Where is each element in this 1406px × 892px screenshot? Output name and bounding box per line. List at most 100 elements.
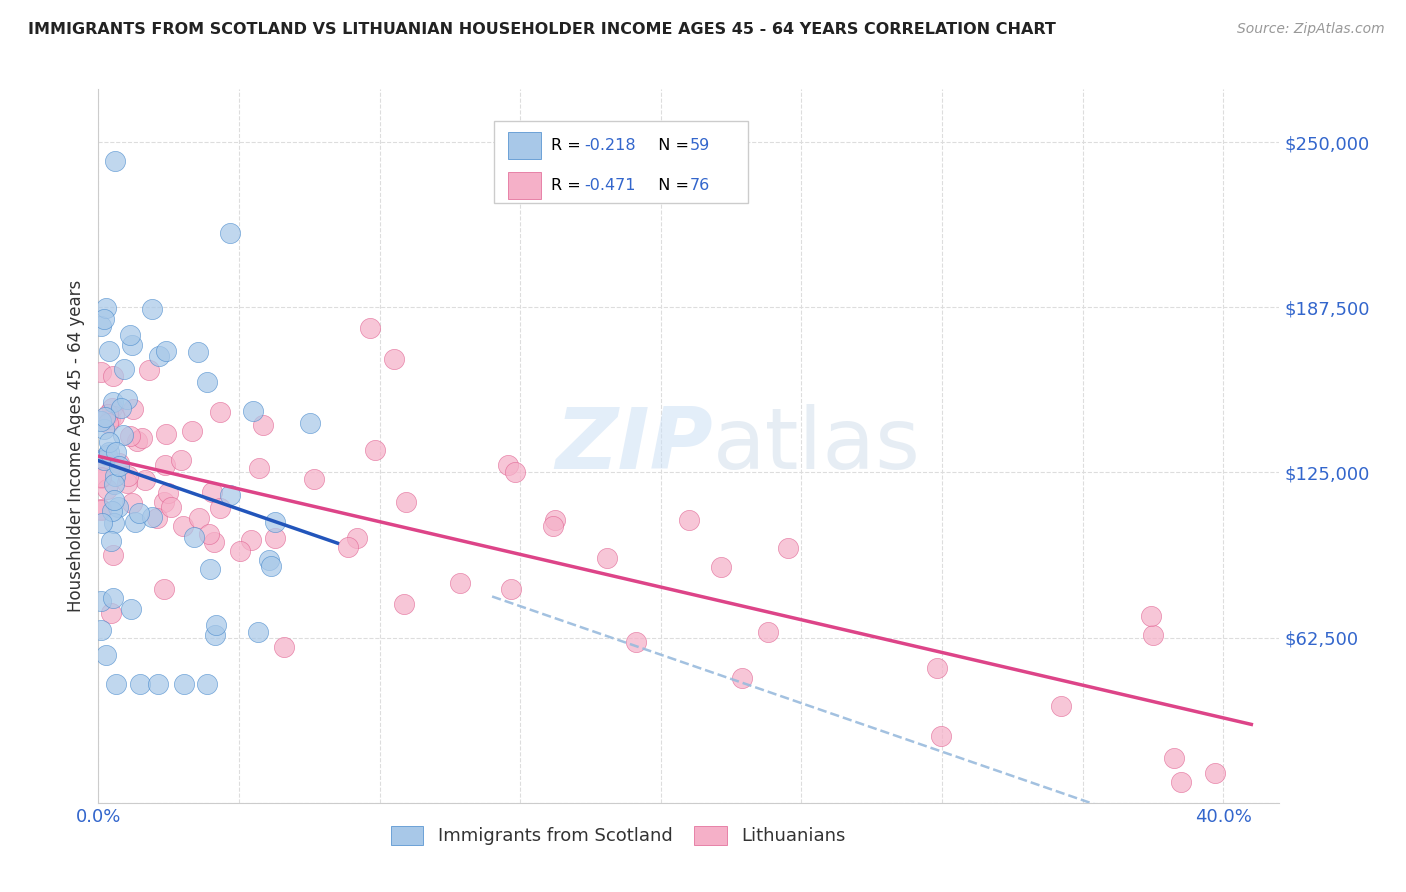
Immigrants from Scotland [155, 344, 177, 359]
Immigrants from Scotland [93, 422, 115, 436]
Text: atlas: atlas [713, 404, 921, 488]
Lithuanians [505, 465, 527, 479]
Immigrants from Scotland [100, 534, 122, 549]
Text: Source: ZipAtlas.com: Source: ZipAtlas.com [1237, 22, 1385, 37]
Lithuanians [100, 412, 122, 426]
Lithuanians [155, 427, 177, 442]
Lithuanians [202, 534, 225, 549]
Text: ZIP: ZIP [555, 404, 713, 488]
Immigrants from Scotland [198, 562, 221, 576]
Immigrants from Scotland [96, 448, 118, 462]
Text: 59: 59 [690, 138, 710, 153]
Lithuanians [208, 501, 231, 516]
Lithuanians [103, 368, 125, 383]
Lithuanians [1170, 774, 1192, 789]
Lithuanians [181, 424, 204, 438]
Immigrants from Scotland [148, 677, 170, 691]
Immigrants from Scotland [104, 445, 127, 459]
Immigrants from Scotland [218, 488, 240, 502]
Immigrants from Scotland [101, 395, 124, 409]
Lithuanians [90, 501, 112, 516]
Lithuanians [336, 540, 359, 554]
Lithuanians [97, 407, 120, 421]
Text: N =: N = [648, 138, 693, 153]
Immigrants from Scotland [173, 677, 195, 691]
Immigrants from Scotland [94, 648, 117, 662]
Lithuanians [931, 730, 953, 744]
Lithuanians [541, 519, 564, 533]
FancyBboxPatch shape [508, 132, 541, 160]
Lithuanians [624, 634, 647, 648]
Lithuanians [90, 469, 112, 483]
Immigrants from Scotland [204, 627, 226, 641]
Lithuanians [544, 513, 567, 527]
Lithuanians [359, 320, 381, 334]
Lithuanians [392, 597, 415, 611]
Lithuanians [756, 624, 779, 639]
Lithuanians [346, 531, 368, 545]
Immigrants from Scotland [101, 591, 124, 605]
Lithuanians [117, 469, 139, 483]
Lithuanians [596, 551, 619, 566]
Immigrants from Scotland [141, 302, 163, 317]
Immigrants from Scotland [90, 319, 112, 334]
Lithuanians [239, 533, 262, 547]
Lithuanians [172, 519, 194, 533]
Lithuanians [96, 482, 118, 496]
FancyBboxPatch shape [494, 121, 748, 203]
Lithuanians [101, 549, 124, 563]
Immigrants from Scotland [124, 516, 146, 530]
Text: IMMIGRANTS FROM SCOTLAND VS LITHUANIAN HOUSEHOLDER INCOME AGES 45 - 64 YEARS COR: IMMIGRANTS FROM SCOTLAND VS LITHUANIAN H… [28, 22, 1056, 37]
Lithuanians [90, 502, 112, 516]
Lithuanians [363, 443, 385, 458]
Immigrants from Scotland [205, 618, 228, 632]
Lithuanians [201, 484, 224, 499]
Immigrants from Scotland [242, 404, 264, 418]
Immigrants from Scotland [246, 624, 269, 639]
Lithuanians [778, 541, 800, 556]
Lithuanians [153, 458, 176, 473]
Lithuanians [208, 405, 231, 419]
Text: 76: 76 [690, 178, 710, 193]
Immigrants from Scotland [103, 493, 125, 508]
Lithuanians [100, 606, 122, 620]
Lithuanians [90, 365, 112, 379]
Lithuanians [264, 531, 287, 545]
Lithuanians [107, 456, 129, 470]
Text: -0.471: -0.471 [583, 178, 636, 193]
Lithuanians [153, 582, 176, 596]
Immigrants from Scotland [107, 500, 129, 514]
Lithuanians [1204, 766, 1226, 780]
Lithuanians [198, 527, 221, 541]
Immigrants from Scotland [110, 401, 132, 415]
Immigrants from Scotland [103, 516, 125, 530]
Lithuanians [131, 431, 153, 445]
Lithuanians [498, 458, 520, 472]
Lithuanians [449, 575, 471, 590]
Lithuanians [247, 461, 270, 475]
FancyBboxPatch shape [508, 172, 541, 199]
Immigrants from Scotland [141, 510, 163, 524]
Legend: Immigrants from Scotland, Lithuanians: Immigrants from Scotland, Lithuanians [381, 817, 855, 855]
Immigrants from Scotland [195, 376, 218, 390]
Immigrants from Scotland [183, 530, 205, 544]
Lithuanians [101, 401, 124, 416]
Lithuanians [157, 485, 180, 500]
Immigrants from Scotland [94, 301, 117, 316]
Immigrants from Scotland [94, 410, 117, 425]
Lithuanians [731, 671, 754, 685]
Lithuanians [382, 351, 405, 366]
Immigrants from Scotland [93, 453, 115, 467]
Lithuanians [1163, 751, 1185, 765]
Lithuanians [146, 510, 169, 524]
Lithuanians [97, 417, 120, 431]
Immigrants from Scotland [148, 349, 170, 363]
Lithuanians [678, 513, 700, 527]
Lithuanians [710, 559, 733, 574]
Lithuanians [121, 496, 143, 510]
Immigrants from Scotland [112, 362, 135, 376]
Immigrants from Scotland [298, 417, 321, 431]
Immigrants from Scotland [118, 327, 141, 342]
Lithuanians [90, 453, 112, 467]
Lithuanians [122, 402, 145, 417]
